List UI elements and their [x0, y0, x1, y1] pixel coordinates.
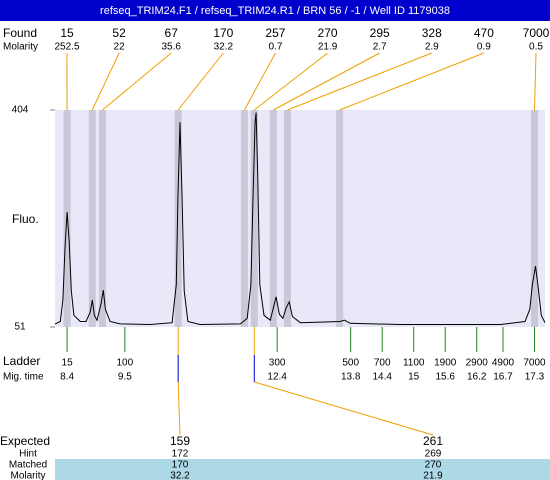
- ladder-time: 9.5: [118, 372, 132, 383]
- found-size: 328: [422, 26, 442, 40]
- found-molarity: 0.7: [268, 42, 282, 53]
- expected-connector: [177, 381, 181, 436]
- found-size: 52: [112, 26, 126, 40]
- found-molarity: 22: [114, 42, 126, 53]
- expected-connector: [254, 381, 434, 436]
- expected-label: Expected: [0, 434, 50, 448]
- ladder-size: 1900: [434, 358, 457, 369]
- found-connector: [243, 52, 276, 111]
- ladder-time: 15: [408, 372, 420, 383]
- ladder-size: 2900: [466, 358, 489, 369]
- y-tick-label: 51: [14, 322, 26, 333]
- found-connector: [287, 52, 432, 111]
- found-molarity: 2.7: [373, 42, 387, 53]
- peak-band: [269, 110, 277, 327]
- found-connector: [102, 52, 172, 111]
- found-connector: [533, 52, 537, 111]
- peak-band: [530, 110, 538, 327]
- found-molarity: 252.5: [54, 42, 79, 53]
- found-connector: [177, 52, 224, 111]
- peak-band: [283, 110, 291, 327]
- found-size: 257: [265, 26, 285, 40]
- found-size: 7000: [523, 26, 550, 40]
- found-size: 67: [165, 26, 179, 40]
- peak-band: [240, 110, 248, 327]
- ladder-label: Ladder: [3, 354, 40, 368]
- found-molarity: 32.2: [214, 42, 234, 53]
- ladder-size: 7000: [523, 358, 546, 369]
- peak-band: [88, 110, 96, 327]
- ladder-time: 16.2: [467, 372, 487, 383]
- peak-band: [98, 110, 106, 327]
- found-size: 295: [370, 26, 390, 40]
- ladder-size: 500: [342, 358, 359, 369]
- matched-molarity: 32.2: [170, 471, 190, 480]
- title: refseq_TRIM24.F1 / refseq_TRIM24.R1 / BR…: [100, 5, 450, 17]
- matched-label: Matched: [9, 460, 47, 471]
- ladder-time: 16.7: [493, 372, 513, 383]
- ladder-time: 17.3: [525, 372, 545, 383]
- ladder-size: 700: [374, 358, 391, 369]
- found-size: 170: [213, 26, 233, 40]
- mig-time-label: Mig. time: [3, 372, 44, 383]
- ladder-time: 13.8: [341, 372, 361, 383]
- found-size: 470: [474, 26, 494, 40]
- expected-value: 261: [423, 434, 443, 448]
- found-molarity: 0.5: [529, 42, 543, 53]
- matched-band: [55, 459, 550, 480]
- found-size: 15: [60, 26, 74, 40]
- ladder-size: 4900: [492, 358, 515, 369]
- found-connector: [254, 52, 328, 111]
- matched-value: 270: [425, 460, 442, 471]
- y-axis-label: Fluo.: [12, 212, 39, 226]
- peak-band: [174, 110, 182, 327]
- plot-area: [55, 110, 545, 327]
- peak-band: [336, 110, 344, 327]
- hint-value: 269: [425, 449, 442, 460]
- peak-band: [250, 110, 258, 327]
- found-label: Found: [3, 26, 37, 40]
- found-molarity: 21.9: [318, 42, 338, 53]
- ladder-size: 100: [117, 358, 134, 369]
- found-connector: [273, 52, 380, 111]
- hint-value: 172: [172, 449, 189, 460]
- ladder-time: 15.6: [435, 372, 455, 383]
- matched-value: 170: [172, 460, 189, 471]
- found-molarity: 2.9: [425, 42, 439, 53]
- ladder-time: 12.4: [267, 372, 287, 383]
- matched-molarity: 21.9: [423, 471, 443, 480]
- trace: [54, 112, 546, 326]
- ladder-size: 15: [62, 358, 74, 369]
- title-bar: [0, 0, 550, 21]
- y-tick-label: 404: [12, 105, 29, 116]
- found-connector: [339, 52, 485, 111]
- expected-value: 159: [170, 434, 190, 448]
- found-connector: [91, 52, 120, 111]
- hint-label: Hint: [19, 449, 37, 460]
- molarity-label: Molarity: [3, 42, 38, 53]
- ladder-size: 1100: [403, 358, 425, 369]
- found-molarity: 0.9: [477, 42, 491, 53]
- ladder-time: 8.4: [60, 372, 74, 383]
- found-molarity: 35.6: [161, 42, 181, 53]
- ladder-size: 300: [269, 358, 286, 369]
- ladder-time: 14.4: [372, 372, 392, 383]
- found-size: 270: [318, 26, 338, 40]
- expected-molarity-label: Molarity: [10, 471, 45, 480]
